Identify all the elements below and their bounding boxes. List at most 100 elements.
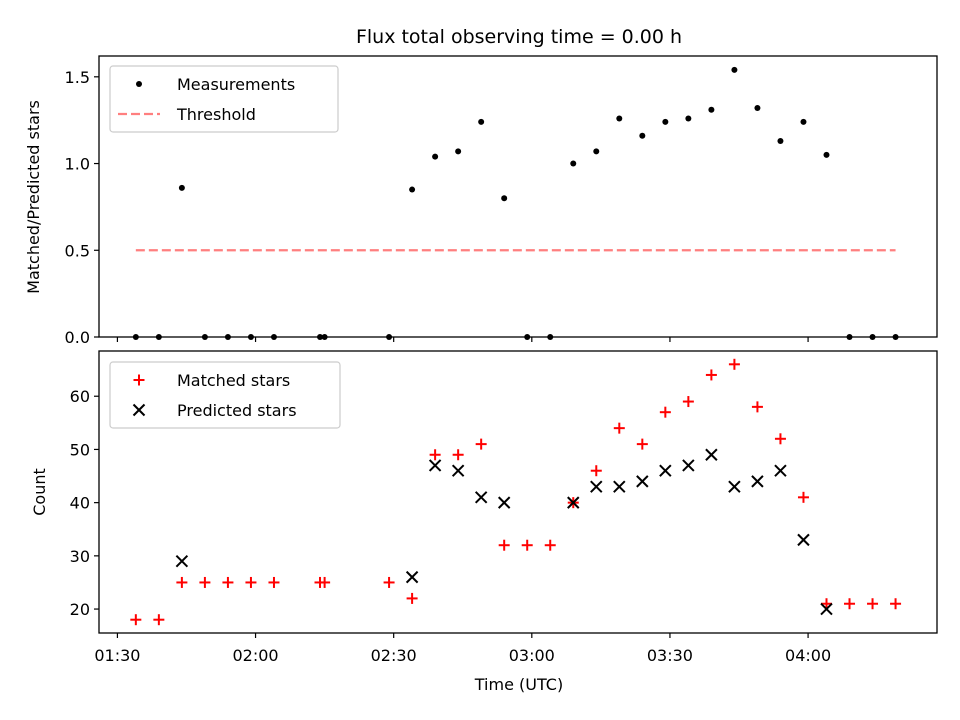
matched-star-point [130, 614, 142, 626]
x-tick-label: 04:00 [785, 646, 831, 665]
matched-star-point [613, 422, 625, 434]
predicted-star-point [428, 459, 442, 472]
legend-predicted-label: Predicted stars [177, 401, 297, 420]
predicted-star-point [636, 475, 649, 488]
predicted-star-point [682, 459, 695, 472]
top-ticks: 0.0 0.5 1.0 1.5 [65, 68, 809, 347]
matched-star-point [153, 614, 165, 626]
x-b [497, 496, 511, 509]
x-b [613, 480, 626, 493]
predicted-star-point [590, 480, 603, 493]
legend-frame [109, 361, 341, 429]
matched-star-point [659, 406, 671, 418]
matched-star-point [319, 576, 331, 588]
x-b [705, 448, 718, 461]
predicted-star-point [728, 480, 741, 493]
chart-title: Flux total observing time = 0.00 h [356, 26, 682, 48]
matched-star-point [544, 539, 556, 551]
predicted-star-point [451, 464, 465, 477]
measurement-point [432, 153, 439, 160]
measurement-point [731, 66, 738, 73]
matched-star-point [268, 576, 280, 588]
predicted-star-point [705, 448, 718, 461]
y-tick-label: 30 [70, 547, 90, 566]
predicted-star-point [774, 464, 787, 477]
matched-star-point [636, 438, 648, 450]
matched-star-point [797, 491, 809, 503]
y-tick-label: 1.0 [65, 155, 90, 174]
x-axis-label: Time (UTC) [474, 675, 563, 694]
matched-star-point [774, 433, 786, 445]
x-b [659, 464, 672, 477]
predicted-star-point [405, 570, 419, 584]
measurement-point [777, 137, 784, 144]
legend-measurements-label: Measurements [177, 75, 295, 94]
measurement-point [800, 118, 807, 125]
measurement-point [616, 115, 623, 122]
x-tick-label: 03:00 [509, 646, 555, 665]
predicted-star-point [797, 533, 810, 547]
matched-star-point [222, 576, 234, 588]
x-b [751, 475, 764, 488]
x-b [428, 459, 442, 472]
top-axes-frame [98, 55, 938, 338]
predicted-star-point [474, 491, 488, 504]
measurement-point [593, 148, 600, 155]
matched-star-point [521, 539, 533, 551]
legend-predicted-marker [132, 403, 146, 417]
x-b [451, 464, 465, 477]
matched-star-point [728, 358, 740, 370]
measurement-point [639, 132, 646, 139]
matched-star-point [475, 438, 487, 450]
top-ylabel: Matched/Predicted stars [24, 100, 43, 294]
measurement-point [409, 186, 416, 193]
matched-star-point [820, 598, 832, 610]
legend-threshold-label: Threshold [176, 105, 256, 124]
x-b [590, 480, 603, 493]
y-tick-label: 1.5 [65, 68, 90, 87]
matched-star-point [890, 598, 902, 610]
y-tick-label: 50 [70, 440, 90, 459]
x-b [774, 464, 787, 477]
matched-star-point [498, 539, 510, 551]
measurement-point [754, 105, 761, 112]
y-tick-label: 20 [70, 600, 90, 619]
top-panel: 0.0 0.5 1.0 1.5 Matched/Predicted stars Mea… [24, 55, 938, 347]
matched-star-point [590, 465, 602, 477]
legend-measurement-marker [136, 81, 142, 87]
legend-matched-label: Matched stars [177, 371, 290, 390]
x-b [728, 480, 741, 493]
matched-star-point [429, 449, 441, 461]
matched-star-point [682, 396, 694, 408]
bottom-marks [130, 358, 902, 626]
matched-star-point [867, 598, 879, 610]
x-b [405, 570, 419, 584]
predicted-star-point [175, 554, 189, 568]
y-tick-label: 60 [70, 387, 90, 406]
x-tick-label: 02:00 [232, 646, 278, 665]
x-b [797, 533, 810, 547]
x-b [175, 554, 189, 568]
matched-star-point [245, 576, 257, 588]
bottom-axes-frame [98, 350, 938, 634]
y-tick-label: 0.0 [65, 328, 90, 347]
matched-star-point [751, 401, 763, 413]
matched-star-point [176, 576, 188, 588]
measurement-point [178, 184, 185, 191]
x-b [132, 403, 146, 417]
matched-star-point [705, 369, 717, 381]
x-b [567, 496, 580, 509]
predicted-star-point [751, 475, 764, 488]
x-b [636, 475, 649, 488]
measurement-point [455, 148, 462, 155]
top-legend: Measurements Threshold [109, 65, 339, 133]
y-tick-label: 40 [70, 494, 90, 513]
x-tick-label: 01:30 [94, 646, 140, 665]
y-tick-label: 0.5 [65, 241, 90, 260]
matched-star-point [844, 598, 856, 610]
x-b [682, 459, 695, 472]
bottom-panel: 20 30 40 50 60 01:30 02:00 02:30 03:00 03:30 04:00… [30, 350, 938, 694]
legend-matched-marker [133, 374, 145, 386]
x-tick-label: 03:30 [647, 646, 693, 665]
